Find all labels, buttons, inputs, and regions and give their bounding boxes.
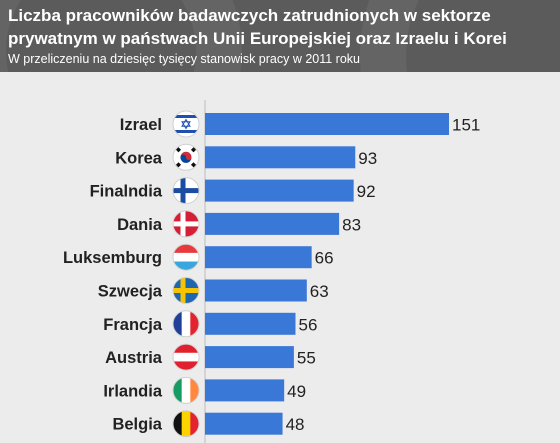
bar [205,146,356,169]
chart-title: Liczba pracowników badawczych zatrudnion… [8,6,507,48]
austria-flag-icon [173,344,199,371]
south-korea-flag-icon [173,144,199,171]
flag-ring [172,310,200,338]
flag-ring [172,410,200,438]
value-label: 66 [315,249,334,268]
value-label: 49 [287,382,306,401]
flag-ring [172,177,200,205]
flag-ring [172,243,200,271]
flag-ring [172,277,200,304]
bar [205,246,312,269]
bar [205,212,340,235]
finland-flag-icon [173,177,199,204]
israel-flag-icon [173,111,199,137]
category-label: Belgia [112,416,162,434]
category-label: Szwecja [98,283,163,301]
bar [205,312,296,335]
flag-ring [172,110,200,138]
category-label: Austria [105,349,163,367]
value-label: 63 [310,282,329,301]
value-label: 151 [452,116,480,135]
category-label: Korea [115,149,163,167]
value-label: 56 [298,315,317,334]
category-label: Luksemburg [63,249,162,267]
sweden-flag-icon [173,277,199,304]
bar [205,346,294,369]
flag-ring [172,376,200,404]
ireland-flag-icon [173,377,199,404]
category-label: Dania [117,216,163,234]
bar [205,379,285,402]
france-flag-icon [173,310,199,337]
flag-ring [172,343,200,371]
bar [205,412,283,435]
luxembourg-flag-icon [173,244,199,271]
bar [205,279,307,302]
value-label: 48 [286,415,305,434]
category-label: Izrael [120,116,162,134]
value-label: 83 [342,215,361,234]
bar [205,113,449,135]
belgium-flag-icon [173,410,199,437]
value-label: 92 [357,182,376,201]
category-label: Francja [103,316,163,334]
value-label: 55 [297,349,316,368]
category-label: Irlandia [103,382,163,400]
chart-subtitle: W przeliczeniu na dziesięc tysięcy stano… [8,52,360,66]
chart-header: Liczba pracowników badawczych zatrudnion… [0,0,560,72]
bar [205,179,354,202]
denmark-flag-icon [173,210,199,237]
category-label: Finalndia [90,183,163,201]
flag-ring [172,210,200,238]
flag-ring [172,143,200,171]
value-label: 93 [358,149,377,168]
